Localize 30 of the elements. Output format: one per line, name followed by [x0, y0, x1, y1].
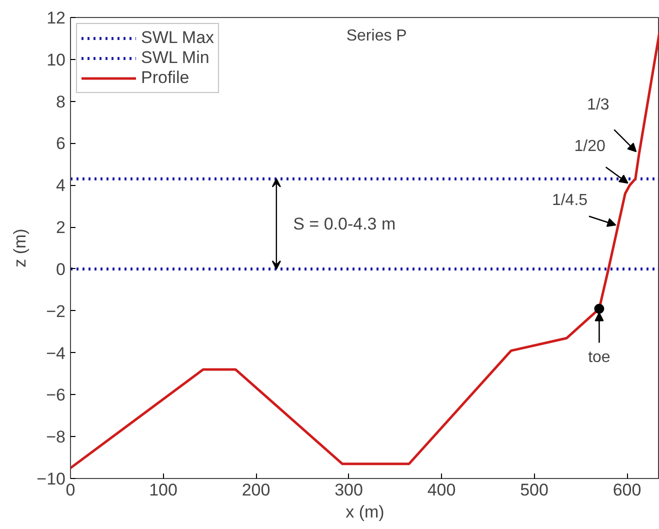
y-tick-label: 0 — [56, 260, 66, 279]
y-tick-label: 4 — [56, 176, 66, 196]
y-tick-label: 2 — [56, 218, 66, 238]
x-tick-label: 400 — [427, 480, 456, 500]
legend-label: SWL Max — [141, 28, 214, 48]
legend-label: SWL Min — [141, 48, 210, 68]
y-tick-label: 10 — [46, 50, 66, 70]
x-tick-label: 500 — [520, 480, 548, 500]
y-tick-label: −8 — [46, 428, 66, 447]
x-tick-label: 300 — [334, 480, 363, 500]
legend-label: Profile — [141, 68, 190, 88]
x-tick-label: 200 — [242, 480, 270, 500]
y-tick-label: 8 — [56, 92, 66, 112]
y-tick-label: −4 — [46, 344, 66, 363]
y-tick-label: −6 — [46, 386, 66, 405]
text: Series P — [346, 28, 407, 44]
y-tick-label: −2 — [46, 302, 66, 321]
y-tick-label: 6 — [56, 134, 66, 154]
annotation: 1/20 — [574, 138, 606, 156]
annotation: toe — [588, 348, 610, 366]
y-tick-label: −10 — [36, 470, 66, 488]
y-axis-title: z (m) — [10, 228, 30, 268]
annotation: S = 0.0-4.3 m — [293, 214, 396, 234]
y-tick-label: 12 — [46, 8, 66, 28]
x-tick-label: 600 — [612, 480, 642, 500]
x-tick-label: 100 — [149, 480, 178, 500]
annotation: 1/3 — [587, 96, 610, 114]
annotation: 1/4.5 — [552, 192, 588, 210]
line-series — [70, 30, 659, 470]
x-axis-title: x (m) — [346, 502, 384, 522]
